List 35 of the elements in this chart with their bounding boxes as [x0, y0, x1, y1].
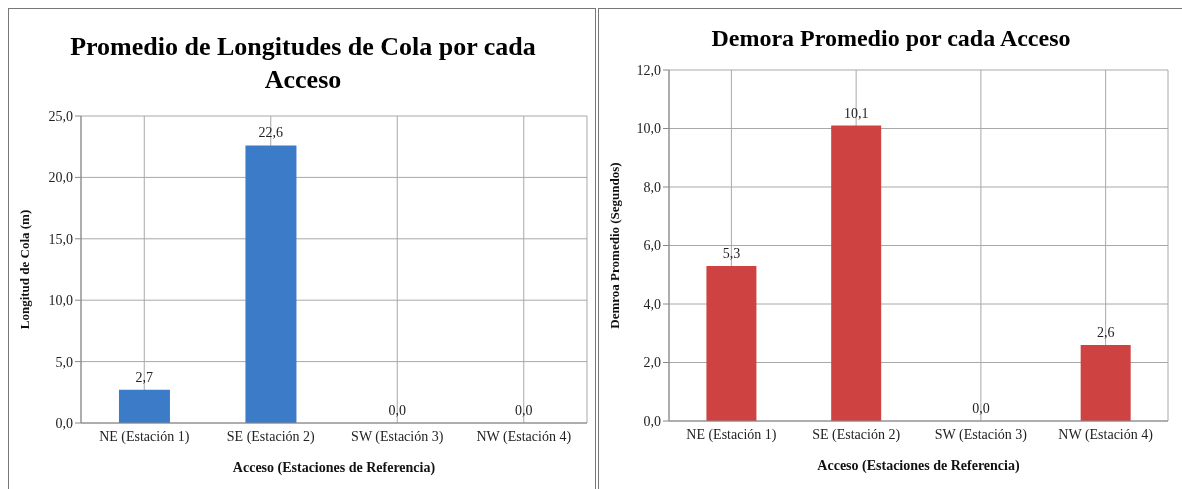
- data-label: 0,0: [515, 403, 533, 418]
- y-tick-label: 10,0: [48, 293, 73, 309]
- y-tick-label: 0,0: [55, 415, 73, 431]
- data-label: 5,3: [722, 245, 741, 261]
- y-tick-label: 12,0: [636, 62, 661, 78]
- x-tick-label: SE (Estación 2): [812, 426, 901, 443]
- data-label: 2,7: [135, 369, 153, 385]
- data-label: 0,0: [388, 403, 406, 418]
- data-label: 2,6: [1096, 324, 1115, 340]
- y-axis-title: Longitud de Cola (m): [17, 209, 32, 330]
- y-tick-label: 2,0: [643, 355, 661, 371]
- chart-title: Demora Promedio por cada Acceso: [710, 24, 1072, 53]
- y-tick-label: 0,0: [643, 413, 661, 429]
- y-tick-label: 4,0: [643, 296, 661, 312]
- x-tick-label: SE (Estación 2): [226, 428, 316, 445]
- chart-title: Promedio de Longitudes de Cola por cada Acceso: [69, 31, 537, 96]
- x-tick-label: SW (Estación 3): [934, 426, 1028, 443]
- data-label: 22,6: [258, 125, 283, 141]
- x-axis-title: Acceso (Estaciones de Referencia): [232, 460, 436, 476]
- x-tick-label: SW (Estación 3): [351, 428, 444, 445]
- y-axis-title: Demroa Promedio (Segundos): [607, 162, 622, 329]
- y-tick-label: 6,0: [643, 238, 661, 254]
- x-tick-label: NW (Estación 4): [1058, 426, 1154, 443]
- x-axis-title: Acceso (Estaciones de Referencia): [817, 458, 1020, 474]
- x-tick-label: NE (Estación 1): [686, 426, 777, 443]
- data-label: 0,0: [972, 401, 990, 416]
- y-tick-label: 8,0: [643, 179, 661, 195]
- y-tick-label: 20,0: [48, 170, 73, 186]
- data-label: 10,1: [843, 105, 869, 121]
- x-tick-label: NE (Estación 1): [99, 428, 190, 445]
- y-tick-label: 10,0: [636, 121, 661, 137]
- y-tick-label: 5,0: [55, 354, 73, 370]
- y-tick-label: 25,0: [48, 108, 73, 124]
- y-tick-label: 15,0: [48, 231, 73, 247]
- x-tick-label: NW (Estación 4): [476, 428, 572, 445]
